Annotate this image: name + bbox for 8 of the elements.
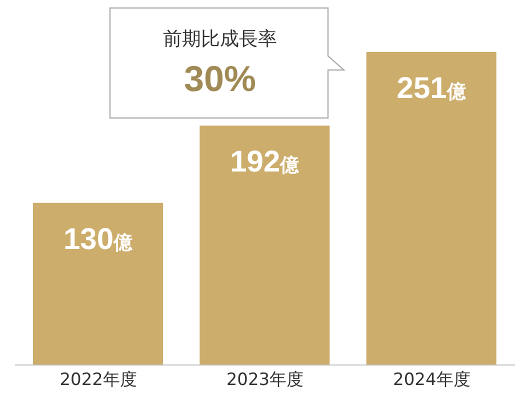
text: 前期比成長率 (162, 27, 278, 52)
annotation: 30% (182, 58, 258, 100)
x-tick-label: 2024年度 (393, 370, 470, 390)
data-label: 251億 (396, 72, 467, 105)
data-label: 130億 (63, 222, 134, 256)
x-tick-label: 2022年度 (60, 370, 137, 390)
x-tick-label: 2023年度 (226, 370, 304, 390)
data-label: 192億 (230, 146, 300, 179)
